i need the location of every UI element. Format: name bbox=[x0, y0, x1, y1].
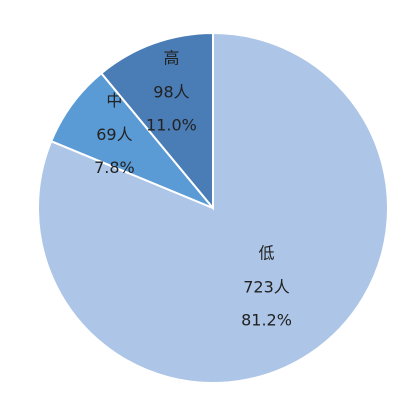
slice-percentage: 7.8% bbox=[94, 158, 135, 177]
pie-slice bbox=[99, 31, 214, 211]
slice-value: 98人 bbox=[153, 82, 189, 101]
slice-category: 低 bbox=[259, 244, 275, 263]
slice-percentage: 11.0% bbox=[146, 115, 197, 134]
slice-percentage: 81.2% bbox=[241, 311, 292, 330]
slice-value: 69人 bbox=[96, 125, 132, 144]
slice-category: 中 bbox=[106, 91, 122, 110]
slice-value: 723人 bbox=[243, 278, 290, 297]
slice-category: 高 bbox=[163, 48, 179, 67]
